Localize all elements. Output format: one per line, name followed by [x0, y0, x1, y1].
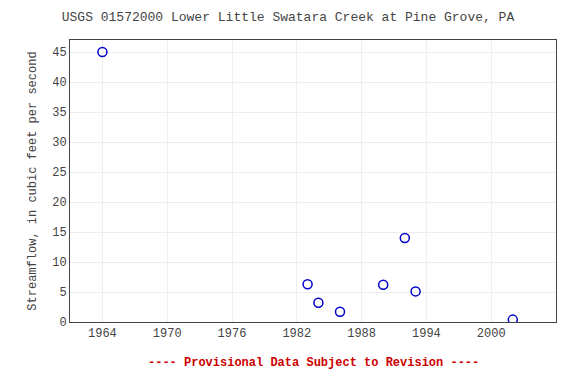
- svg-text:0: 0: [59, 316, 66, 330]
- svg-text:1994: 1994: [412, 327, 441, 341]
- svg-text:40: 40: [52, 76, 66, 90]
- svg-text:---- Provisional Data Subject: ---- Provisional Data Subject to Revisio…: [148, 356, 479, 370]
- svg-text:10: 10: [52, 256, 66, 270]
- svg-text:1976: 1976: [218, 327, 247, 341]
- svg-text:20: 20: [52, 196, 66, 210]
- svg-text:30: 30: [52, 136, 66, 150]
- svg-text:15: 15: [52, 226, 66, 240]
- svg-text:1982: 1982: [282, 327, 311, 341]
- svg-text:2000: 2000: [477, 327, 506, 341]
- svg-text:1970: 1970: [153, 327, 182, 341]
- svg-text:5: 5: [59, 286, 66, 300]
- svg-text:USGS 01572000 Lower Little Swa: USGS 01572000 Lower Little Swatara Creek…: [62, 10, 515, 25]
- svg-text:1964: 1964: [88, 327, 117, 341]
- svg-text:35: 35: [52, 106, 66, 120]
- svg-text:1988: 1988: [347, 327, 376, 341]
- svg-text:25: 25: [52, 166, 66, 180]
- svg-text:45: 45: [52, 46, 66, 60]
- svg-text:Streamflow, in cubic feet per: Streamflow, in cubic feet per second: [26, 51, 40, 310]
